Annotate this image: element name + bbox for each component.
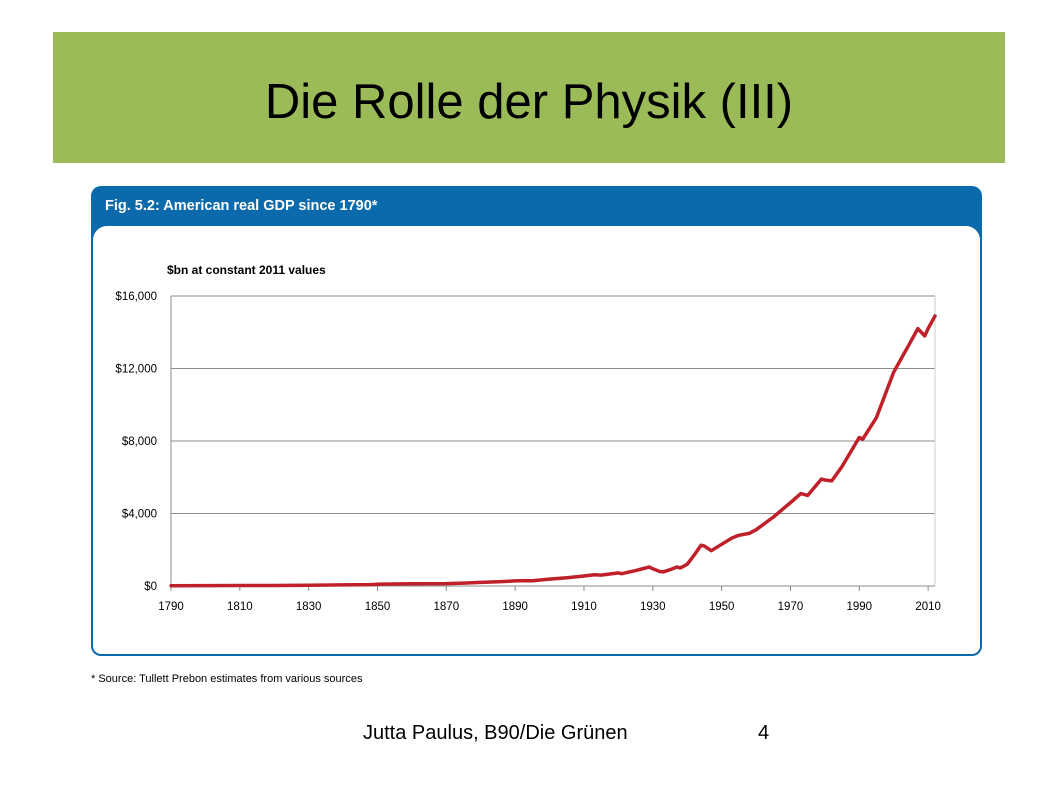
y-axis-label: $bn at constant 2011 values xyxy=(167,263,326,277)
y-tick-label: $16,000 xyxy=(115,291,157,303)
title-band: Die Rolle der Physik (III) xyxy=(53,32,1005,163)
x-tick-label: 1970 xyxy=(778,601,804,613)
x-tick-label: 1990 xyxy=(846,601,872,613)
slide-title: Die Rolle der Physik (III) xyxy=(264,75,794,129)
footer-author: Jutta Paulus, B90/Die Grünen xyxy=(363,722,628,744)
figure-source-note: * Source: Tullett Prebon estimates from … xyxy=(91,673,363,685)
figure-panel: Fig. 5.2: American real GDP since 1790* … xyxy=(91,186,982,656)
y-tick-label: $12,000 xyxy=(115,364,157,376)
y-tick-label: $0 xyxy=(144,581,157,593)
x-tick-label: 1930 xyxy=(640,601,666,613)
gdp-line-chart: $bn at constant 2011 values $0 $4,000 $8,00… xyxy=(115,263,941,613)
x-tick-label: 1850 xyxy=(365,601,391,613)
figure-body: $bn at constant 2011 values $0 $4,000 $8,00… xyxy=(93,226,980,654)
x-tick-label: 1910 xyxy=(571,601,597,613)
x-tick-label: 1890 xyxy=(502,601,528,613)
gdp-series-line xyxy=(169,314,937,588)
figure-title: Fig. 5.2: American real GDP since 1790* xyxy=(105,198,378,214)
x-tick-label: 1790 xyxy=(158,601,184,613)
y-tick-label: $4,000 xyxy=(122,509,157,521)
x-tick-label: 1830 xyxy=(296,601,322,613)
x-tick-label: 1810 xyxy=(227,601,253,613)
x-tick-label: 2010 xyxy=(915,601,941,613)
page-number: 4 xyxy=(758,722,770,744)
x-tick-label: 1870 xyxy=(434,601,460,613)
y-tick-label: $8,000 xyxy=(122,436,157,448)
x-tick-label: 1950 xyxy=(709,601,735,613)
